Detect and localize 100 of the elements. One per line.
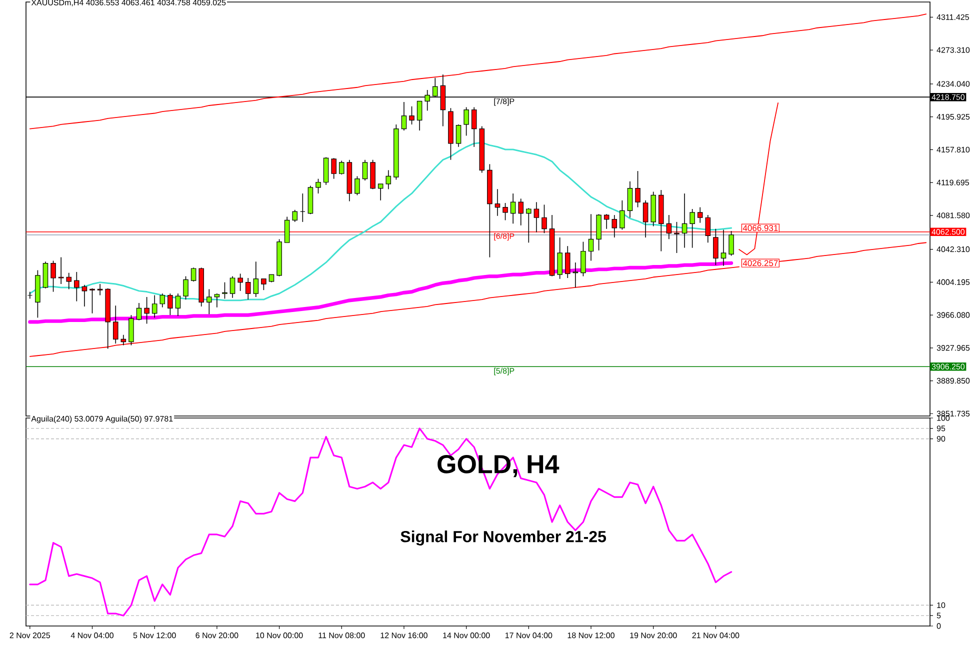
candlestick bbox=[604, 214, 610, 230]
candlestick bbox=[635, 170, 640, 208]
y-tick-label: 3889.850 bbox=[936, 378, 970, 384]
candlestick bbox=[144, 296, 150, 324]
text: 4218.750 bbox=[932, 94, 965, 100]
text: 4062.500 bbox=[932, 229, 965, 235]
candlestick bbox=[222, 282, 228, 300]
candlestick bbox=[253, 261, 259, 298]
x-tick-label: 10 Nov 00:00 bbox=[256, 632, 303, 638]
candlestick bbox=[682, 193, 688, 248]
candlestick bbox=[494, 188, 500, 216]
candlestick bbox=[112, 305, 118, 344]
candlestick bbox=[97, 284, 103, 296]
x-tick-label: 21 Nov 04:00 bbox=[692, 632, 740, 638]
candlestick bbox=[230, 276, 236, 298]
candlestick bbox=[120, 334, 126, 346]
data-label: 4066.931 bbox=[742, 225, 778, 232]
y-tick-label: 4157.810 bbox=[936, 146, 970, 152]
candlestick bbox=[464, 106, 469, 136]
candlestick bbox=[409, 106, 414, 125]
x-tick-label: 12 Nov 16:00 bbox=[380, 632, 428, 638]
candlestick bbox=[66, 272, 72, 290]
y-tick-label: 4234.040 bbox=[936, 81, 970, 87]
y-tick-label: 3927.965 bbox=[936, 345, 970, 351]
y-tick-label: 4081.580 bbox=[936, 212, 970, 218]
x-tick-label: 14 Nov 00:00 bbox=[443, 632, 490, 638]
candlestick bbox=[471, 106, 477, 148]
candlestick bbox=[316, 178, 321, 194]
y-tick-label: 4273.310 bbox=[936, 47, 970, 53]
x-tick-label: 4 Nov 04:00 bbox=[70, 632, 114, 638]
data-label: 4026.257 bbox=[742, 260, 778, 266]
candlestick bbox=[627, 180, 633, 218]
candlestick bbox=[214, 293, 220, 308]
text: 3906.250 bbox=[932, 364, 965, 370]
chart-title: XAUUSDm,H4 4036.553 4063.461 4034.758 4059.025 bbox=[31, 0, 226, 6]
candlestick bbox=[620, 200, 625, 230]
annotation: Signal For November 21-25 bbox=[400, 530, 606, 546]
chart-title: Aguila(240) 53.0079 Aguila(50) 97.9781 bbox=[31, 416, 173, 424]
candlestick bbox=[416, 100, 422, 131]
candlestick bbox=[557, 237, 562, 280]
y-tick-label: 0 bbox=[936, 623, 941, 629]
candlestick bbox=[128, 314, 134, 346]
y-tick-label: 90 bbox=[936, 436, 946, 442]
candlestick bbox=[697, 206, 703, 224]
y-tick-label: 4119.695 bbox=[936, 180, 969, 186]
candlestick bbox=[74, 272, 80, 302]
candlestick bbox=[261, 278, 266, 290]
candlestick bbox=[354, 176, 360, 196]
candlestick bbox=[300, 193, 306, 222]
candlestick bbox=[168, 293, 173, 316]
candlestick bbox=[238, 273, 243, 292]
y-tick-label: 4311.425 bbox=[936, 14, 969, 20]
x-tick-label: 2 Nov 2025 bbox=[10, 632, 50, 638]
candlestick bbox=[720, 229, 726, 266]
candlestick bbox=[136, 302, 142, 321]
candlestick bbox=[690, 208, 695, 248]
candlestick bbox=[245, 278, 251, 300]
candlestick bbox=[292, 209, 298, 222]
x-tick-label: 17 Nov 04:00 bbox=[505, 632, 552, 638]
y-tick-label: 100 bbox=[937, 415, 950, 421]
candlestick bbox=[175, 293, 181, 316]
candlestick bbox=[580, 241, 586, 277]
x-tick-label: 19 Nov 20:00 bbox=[630, 632, 677, 638]
candlestick bbox=[206, 288, 212, 315]
y-tick-label: 4042.310 bbox=[936, 246, 970, 252]
candlestick bbox=[386, 170, 392, 190]
candlestick bbox=[362, 159, 368, 181]
candlestick bbox=[572, 262, 578, 288]
x-tick-label: 18 Nov 12:00 bbox=[568, 632, 614, 638]
ref-line-label: [6/8]P bbox=[494, 233, 514, 241]
candlestick bbox=[510, 193, 516, 224]
candlestick bbox=[284, 216, 290, 244]
candlestick bbox=[518, 198, 524, 226]
x-tick-label: 11 Nov 08:00 bbox=[318, 632, 365, 638]
candlestick bbox=[152, 294, 158, 318]
candlestick bbox=[564, 246, 570, 278]
y-tick-label: 3966.080 bbox=[936, 312, 970, 318]
y-tick-label: 5 bbox=[936, 612, 941, 618]
x-tick-label: 5 Nov 12:00 bbox=[133, 632, 176, 638]
candlestick bbox=[378, 184, 384, 201]
y-tick-label: 3851.735 bbox=[936, 410, 970, 416]
candlestick bbox=[58, 256, 64, 284]
candlestick bbox=[82, 284, 88, 307]
candlestick bbox=[588, 214, 594, 262]
candlestick bbox=[183, 276, 188, 300]
y-tick-label: 95 bbox=[936, 426, 946, 432]
candlestick bbox=[526, 208, 532, 244]
candlestick bbox=[502, 202, 508, 221]
y-tick-label: 4195.925 bbox=[936, 114, 970, 120]
ref-line-label: [7/8]P bbox=[494, 98, 514, 106]
candlestick bbox=[728, 230, 734, 256]
candlestick bbox=[50, 260, 56, 292]
y-tick-label: 10 bbox=[937, 602, 946, 608]
ref-line-label: [5/8]P bbox=[494, 368, 514, 376]
candlestick bbox=[90, 288, 95, 314]
candlestick bbox=[401, 102, 407, 131]
candlestick bbox=[456, 124, 462, 148]
y-tick-label: 4004.195 bbox=[936, 279, 970, 285]
x-tick-label: 6 Nov 20:00 bbox=[196, 632, 238, 638]
candlestick bbox=[331, 158, 336, 180]
